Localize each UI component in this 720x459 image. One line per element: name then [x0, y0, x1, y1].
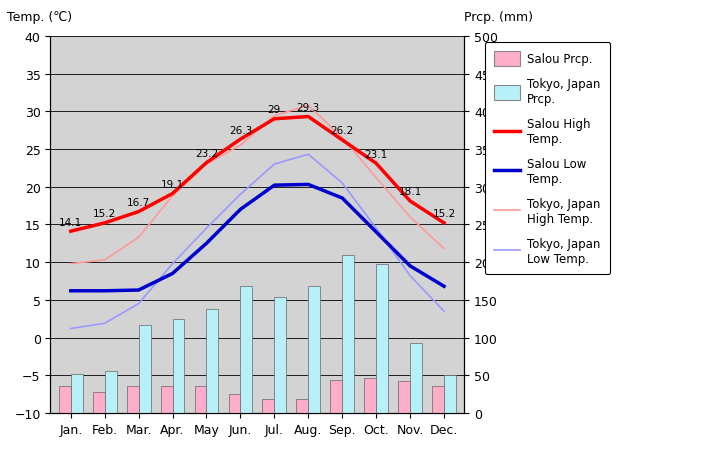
- Text: 29.3: 29.3: [297, 103, 320, 113]
- Bar: [228, 394, 240, 413]
- Text: 16.7: 16.7: [127, 198, 150, 207]
- Bar: [71, 374, 83, 413]
- Bar: [274, 297, 287, 413]
- Text: 26.2: 26.2: [330, 126, 354, 136]
- Bar: [104, 371, 117, 413]
- Bar: [330, 380, 342, 413]
- Text: 15.2: 15.2: [433, 209, 456, 219]
- Legend: Salou Prcp., Tokyo, Japan
Prcp., Salou High
Temp., Salou Low
Temp., Tokyo, Japan: Salou Prcp., Tokyo, Japan Prcp., Salou H…: [485, 43, 610, 274]
- Text: 18.1: 18.1: [398, 187, 422, 197]
- Bar: [139, 325, 150, 413]
- Bar: [127, 386, 139, 413]
- Bar: [410, 343, 422, 413]
- Bar: [376, 264, 388, 413]
- Bar: [444, 375, 456, 413]
- Text: Prcp. (mm): Prcp. (mm): [464, 11, 534, 24]
- Bar: [161, 386, 173, 413]
- Bar: [173, 319, 184, 413]
- Text: 23.2: 23.2: [195, 149, 218, 159]
- Text: 15.2: 15.2: [93, 209, 117, 219]
- Text: 23.1: 23.1: [364, 150, 388, 159]
- Text: 14.1: 14.1: [59, 217, 82, 227]
- Bar: [364, 379, 376, 413]
- Bar: [297, 399, 308, 413]
- Bar: [432, 386, 444, 413]
- Bar: [59, 386, 71, 413]
- Text: 19.1: 19.1: [161, 179, 184, 190]
- Bar: [93, 392, 104, 413]
- Bar: [240, 286, 252, 413]
- Text: 26.3: 26.3: [229, 125, 252, 135]
- Text: Temp. (℃): Temp. (℃): [7, 11, 72, 24]
- Bar: [263, 399, 274, 413]
- Text: 29: 29: [268, 105, 281, 115]
- Bar: [207, 309, 218, 413]
- Bar: [308, 286, 320, 413]
- Bar: [398, 381, 410, 413]
- Bar: [194, 386, 207, 413]
- Bar: [342, 255, 354, 413]
